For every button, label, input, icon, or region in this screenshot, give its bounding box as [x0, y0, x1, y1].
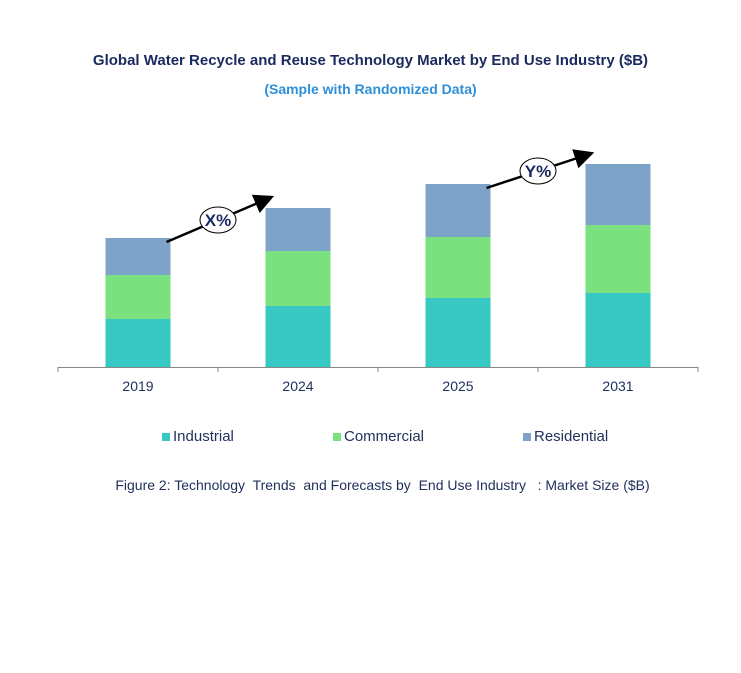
- growth-label-bubble: [519, 157, 557, 185]
- legend-swatch: [523, 432, 531, 441]
- x-tick-label: 2031: [602, 378, 633, 394]
- legend-label: Commercial: [344, 428, 425, 445]
- legend-item-industrial: Industrial: [162, 428, 234, 445]
- bar-segment-residential-2019: [105, 238, 171, 275]
- bar-segment-commercial-2031: [585, 225, 651, 293]
- bar-segment-industrial-2019: [105, 319, 171, 367]
- bar-segment-commercial-2025: [425, 237, 491, 298]
- x-tick-label: 2024: [282, 378, 313, 394]
- bar-segment-commercial-2024: [265, 251, 331, 306]
- figure-caption: Figure 2: Technology Trends and Forecast…: [115, 477, 650, 493]
- bar-segment-residential-2024: [265, 208, 331, 251]
- x-tick-label: 2019: [122, 378, 153, 394]
- bar-segment-residential-2031: [585, 164, 651, 225]
- bar-segment-industrial-2025: [425, 298, 491, 367]
- x-tick-label: 2025: [442, 378, 473, 394]
- chart-title: Global Water Recycle and Reuse Technolog…: [92, 52, 649, 69]
- legend-swatch: [162, 432, 170, 441]
- growth-label: X%: [205, 211, 231, 230]
- legend-label: Industrial: [173, 428, 234, 445]
- bar-segment-industrial-2024: [265, 306, 331, 367]
- legend-item-residential: Residential: [523, 428, 608, 445]
- bar-segment-commercial-2019: [105, 275, 171, 319]
- bar-segment-residential-2025: [425, 184, 491, 237]
- legend-item-commercial: Commercial: [333, 428, 424, 445]
- bar-segment-industrial-2031: [585, 293, 651, 367]
- legend-label: Residential: [534, 428, 609, 445]
- growth-label: Y%: [525, 162, 551, 181]
- legend-swatch: [333, 432, 341, 441]
- chart-subtitle: (Sample with Randomized Data): [264, 81, 477, 97]
- growth-label-bubble: [199, 206, 237, 234]
